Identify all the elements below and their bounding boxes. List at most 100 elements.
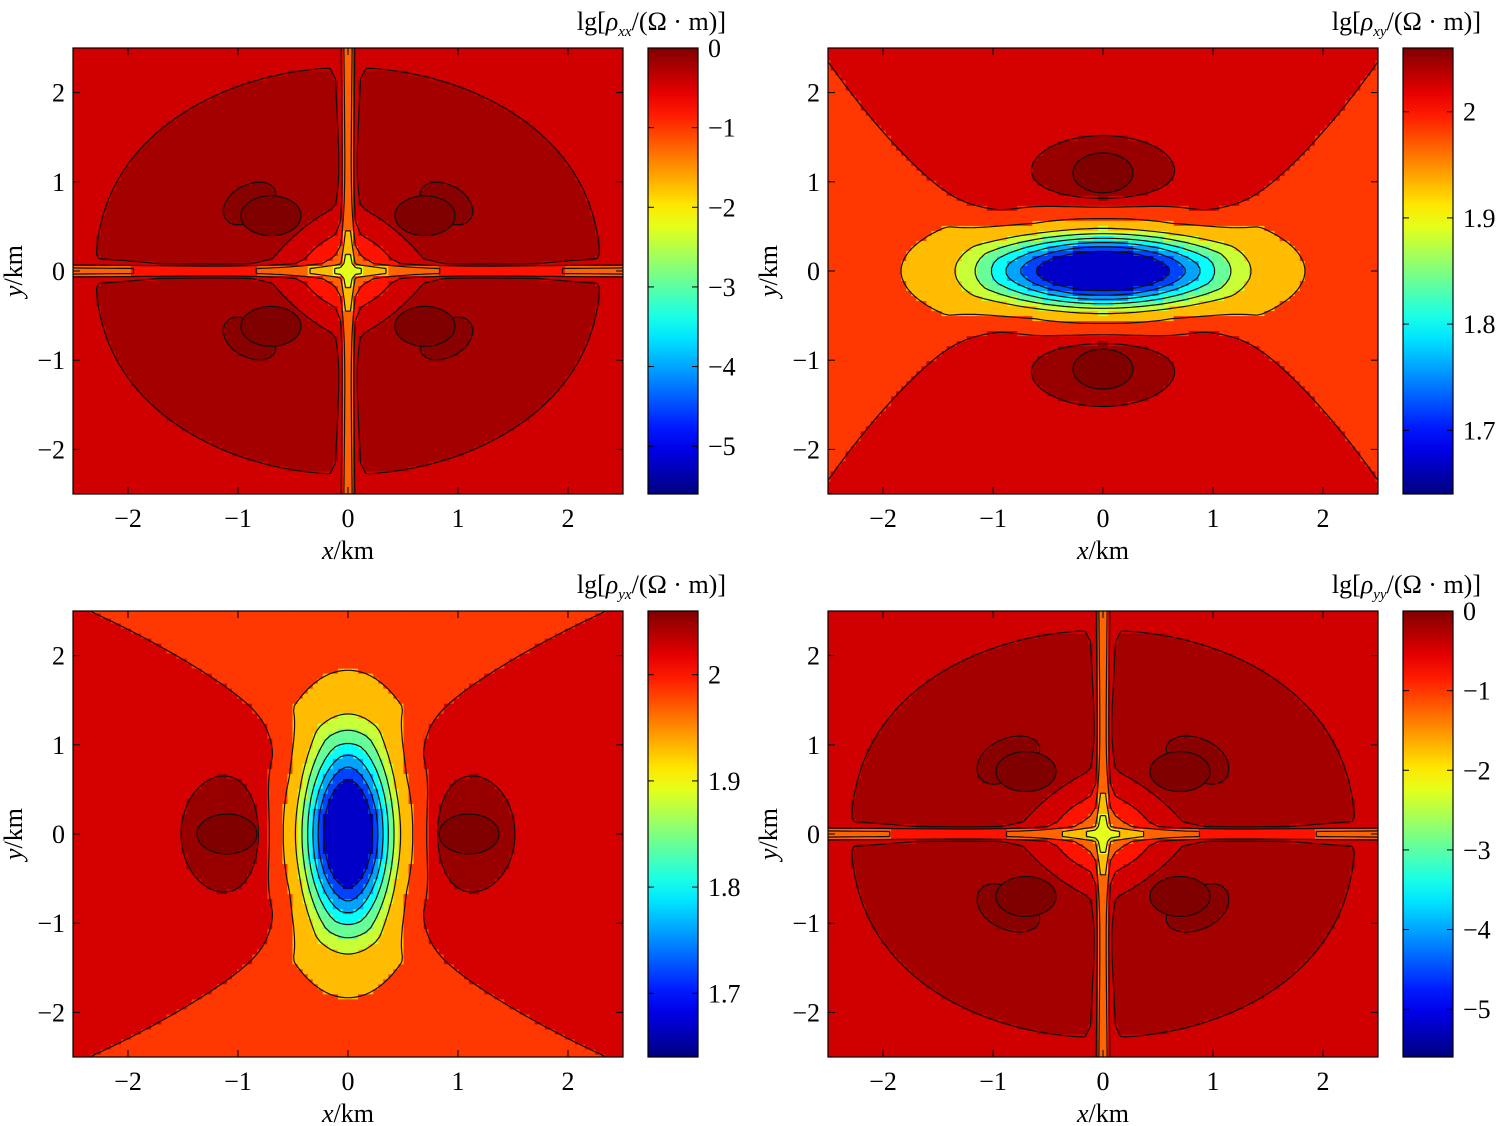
colorbar-tick-label: −4 (708, 353, 736, 382)
peak-region (438, 813, 500, 855)
y-tick-label: −1 (37, 346, 65, 375)
peak-region (1149, 875, 1211, 918)
y-tick-label: 0 (807, 820, 820, 849)
colorbar-tick-label: 1.7 (1463, 416, 1496, 445)
colorbar-tick-label: 2 (1463, 98, 1476, 127)
y-tick-label: 2 (52, 79, 65, 108)
x-axis-unit: /km (334, 536, 374, 565)
contour-line (1085, 815, 1121, 853)
colorbar-title: lg[ρxy/(Ω · m)] (1332, 7, 1481, 40)
contour-line (73, 48, 623, 494)
colorbar-tick-label: 0 (708, 34, 721, 63)
colorbar-tick-label: 1.9 (1463, 204, 1496, 233)
field-fill (73, 611, 623, 1057)
contour-line (1061, 792, 1145, 876)
colorbar-title-suffix: /(Ω · m)] (1387, 7, 1481, 36)
contour-chart-rho-xx: −2 −1 0 1 2−2−1012x/kmy/km0−1−2−3−4−5lg[ρxx/… (0, 7, 736, 565)
chart-panel-rho-xx: −2 −1 0 1 2 −2 −1 0 1 2 x/km y/km 0 −1 −2 −3 −4 −5 lg[ρxx/… (0, 0, 750, 565)
contour-line (282, 669, 414, 999)
x-tick-label: −1 (979, 504, 1007, 533)
colorbar-tick-label: 1.8 (708, 873, 741, 902)
colorbar-title-symbol: ρ (605, 7, 618, 36)
peak-region (394, 195, 456, 237)
colorbar-title-suffix: /(Ω · m)] (632, 7, 726, 36)
y-axis-unit: /km (0, 808, 28, 848)
contour-line (334, 253, 362, 289)
contour-line (323, 779, 373, 889)
contour-line (95, 67, 601, 475)
y-axis-unit: /km (754, 245, 783, 285)
y-tick-label: 2 (52, 642, 65, 671)
colorbar-title-subscript: xy (1372, 24, 1387, 40)
y-tick-label: 1 (807, 731, 820, 760)
peak-region (394, 305, 456, 347)
contour-line (294, 713, 402, 955)
colorbar-tick-label: −1 (708, 114, 736, 143)
y-axis-unit: /km (0, 245, 28, 285)
contour-line (1030, 134, 1176, 408)
x-tick-label: 2 (562, 1067, 575, 1096)
contour-line (312, 754, 384, 914)
x-tick-label: 2 (562, 504, 575, 533)
y-tick-label: 0 (52, 257, 65, 286)
contour-line (1005, 242, 1201, 300)
x-axis-unit: /km (1089, 1099, 1129, 1126)
x-tick-label: −1 (224, 504, 252, 533)
y-tick-label: 2 (807, 642, 820, 671)
field-fill (73, 48, 623, 494)
y-axis-variable: y (754, 285, 783, 300)
colorbar-title-subscript: yx (616, 587, 632, 603)
y-tick-label: −1 (37, 909, 65, 938)
x-tick-label: −2 (869, 504, 897, 533)
x-tick-label: 0 (342, 504, 355, 533)
colorbar (647, 47, 699, 495)
colorbar (1402, 47, 1454, 495)
y-tick-label: 1 (807, 168, 820, 197)
chart-panel-rho-xy: −2 −1 0 1 2 −2 −1 0 1 2 x/km y/km 2 1.9 1.8 1.7 lg[ρxy/(… (754, 0, 1500, 565)
contour-line (301, 729, 395, 939)
contour-line (1020, 246, 1186, 296)
x-axis-variable: x (1076, 1099, 1089, 1126)
contour-line (309, 230, 387, 312)
y-tick-label: 0 (807, 257, 820, 286)
contour-line (828, 611, 1378, 1057)
x-tick-label: 1 (452, 504, 465, 533)
colorbar-title-symbol: ρ (605, 570, 618, 599)
colorbar-title-symbol: ρ (1360, 570, 1373, 599)
peak-region (1149, 750, 1211, 793)
y-axis-variable: y (754, 848, 783, 863)
colorbar (647, 610, 699, 1058)
y-tick-label: −2 (37, 998, 65, 1027)
x-tick-label: 1 (1207, 1067, 1220, 1096)
chart-panel-rho-yy: −2 −1 0 1 2 −2 −1 0 1 2 x/km y/km 0 −1 −2 −3 −4 −5 lg[ρyy/… (754, 563, 1500, 1126)
y-tick-label: 1 (52, 168, 65, 197)
peak-region (240, 195, 302, 237)
x-tick-label: 1 (452, 1067, 465, 1096)
y-tick-label: −1 (792, 909, 820, 938)
contour-line (89, 611, 607, 1057)
colorbar-title-prefix: lg[ (577, 570, 606, 599)
colorbar-tick-label: 0 (1463, 597, 1476, 626)
x-tick-label: −1 (979, 1067, 1007, 1096)
contour-line (180, 775, 516, 893)
peak-region (196, 813, 258, 855)
y-axis-unit: /km (754, 808, 783, 848)
contour-line (307, 742, 389, 926)
x-axis-label: x/km (321, 1099, 374, 1126)
colorbar-tick-label: −1 (1463, 677, 1491, 706)
colorbar-tick-label: −4 (1463, 916, 1491, 945)
contour-chart-rho-yy: −2 −1 0 1 2−2−1012x/kmy/km0−1−2−3−4−5lg[ρyy/… (754, 570, 1491, 1126)
y-axis-variable: y (0, 285, 28, 300)
peak-region (995, 750, 1057, 793)
y-tick-label: −1 (792, 346, 820, 375)
contour-line (990, 237, 1216, 305)
peak-region (240, 305, 302, 347)
x-tick-label: −2 (869, 1067, 897, 1096)
contour-line (900, 218, 1306, 324)
x-axis-variable: x (321, 536, 334, 565)
colorbar-tick-label: −3 (1463, 836, 1491, 865)
peak-region (1072, 152, 1134, 194)
x-axis-unit: /km (1089, 536, 1129, 565)
contour-line (222, 181, 474, 361)
x-axis-variable: x (321, 1099, 334, 1126)
